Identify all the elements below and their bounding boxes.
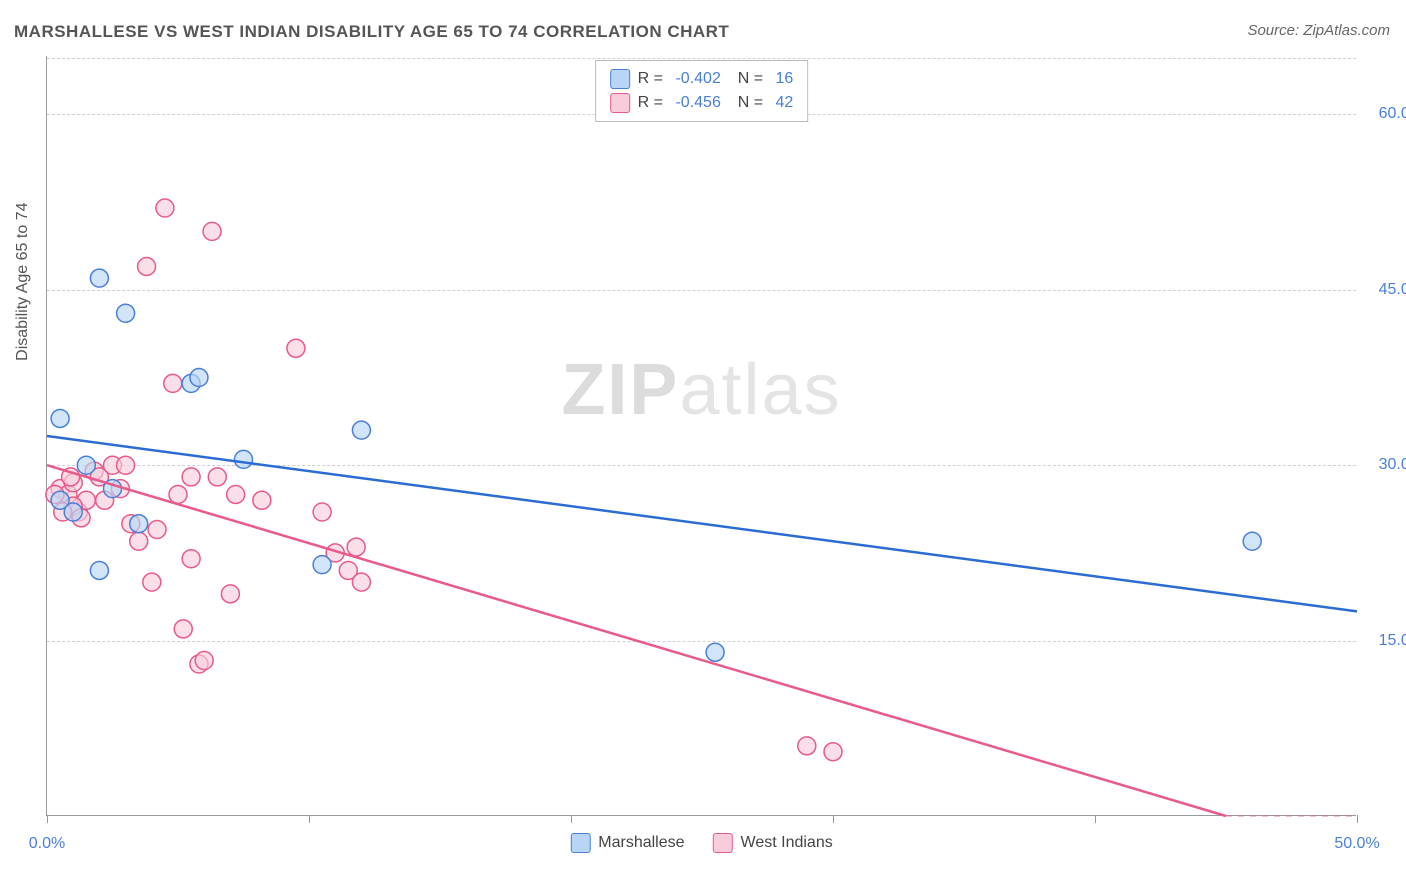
- data-point: [221, 585, 239, 603]
- trend-line: [47, 465, 1226, 816]
- x-tick: [1357, 815, 1358, 823]
- data-point: [253, 491, 271, 509]
- y-tick-label: 15.0%: [1379, 632, 1406, 650]
- data-point: [182, 468, 200, 486]
- data-point: [90, 561, 108, 579]
- legend-item-west-indians: West Indians: [713, 833, 833, 853]
- data-point: [235, 450, 253, 468]
- chart-container: MARSHALLESE VS WEST INDIAN DISABILITY AG…: [0, 0, 1406, 892]
- x-tick-label: 50.0%: [1334, 835, 1379, 853]
- data-point: [208, 468, 226, 486]
- data-point: [174, 620, 192, 638]
- series-legend: Marshallese West Indians: [570, 833, 832, 853]
- y-tick-label: 30.0%: [1379, 456, 1406, 474]
- data-point: [138, 257, 156, 275]
- data-point: [195, 651, 213, 669]
- legend-row-west-indians: R = -0.456 N = 42: [610, 91, 794, 115]
- data-point: [64, 503, 82, 521]
- data-point: [130, 515, 148, 533]
- data-point: [190, 369, 208, 387]
- x-tick: [1095, 815, 1096, 823]
- data-point: [117, 304, 135, 322]
- data-point: [313, 556, 331, 574]
- x-tick: [309, 815, 310, 823]
- data-point: [227, 485, 245, 503]
- data-point: [182, 550, 200, 568]
- data-point: [90, 269, 108, 287]
- data-point: [706, 643, 724, 661]
- data-point: [143, 573, 161, 591]
- data-point: [798, 737, 816, 755]
- data-point: [313, 503, 331, 521]
- swatch-blue-icon: [610, 69, 630, 89]
- data-point: [51, 409, 69, 427]
- x-tick: [571, 815, 572, 823]
- data-point: [148, 521, 166, 539]
- data-point: [287, 339, 305, 357]
- source-attribution: Source: ZipAtlas.com: [1247, 22, 1390, 39]
- chart-title: MARSHALLESE VS WEST INDIAN DISABILITY AG…: [14, 22, 729, 42]
- data-point: [117, 456, 135, 474]
- legend-row-marshallese: R = -0.402 N = 16: [610, 67, 794, 91]
- swatch-pink-icon: [610, 93, 630, 113]
- data-point: [352, 573, 370, 591]
- data-point: [130, 532, 148, 550]
- data-point: [77, 456, 95, 474]
- data-point: [352, 421, 370, 439]
- y-tick-label: 60.0%: [1379, 105, 1406, 123]
- swatch-pink-icon: [713, 833, 733, 853]
- data-point: [203, 222, 221, 240]
- x-tick-label: 0.0%: [29, 835, 65, 853]
- y-tick-label: 45.0%: [1379, 281, 1406, 299]
- correlation-legend: R = -0.402 N = 16 R = -0.456 N = 42: [595, 60, 809, 122]
- y-axis-label: Disability Age 65 to 74: [14, 203, 32, 361]
- data-point: [156, 199, 174, 217]
- legend-item-marshallese: Marshallese: [570, 833, 684, 853]
- data-point: [1243, 532, 1261, 550]
- plot-area: ZIPatlas 15.0%30.0%45.0%60.0% 0.0%50.0% …: [46, 56, 1356, 816]
- data-point: [347, 538, 365, 556]
- scatter-plot: [47, 56, 1356, 815]
- data-point: [824, 743, 842, 761]
- data-point: [164, 374, 182, 392]
- x-tick: [833, 815, 834, 823]
- data-point: [169, 485, 187, 503]
- swatch-blue-icon: [570, 833, 590, 853]
- x-tick: [47, 815, 48, 823]
